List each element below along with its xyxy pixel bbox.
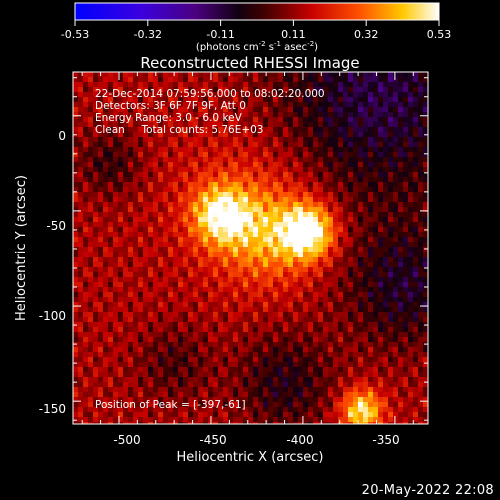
info-detectors: Detectors: 3F 6F 7F 9F, Att 0 xyxy=(95,100,246,112)
y-axis-label: Heliocentric Y (arcsec) xyxy=(14,175,29,321)
timestamp-footer: 20-May-2022 22:08 xyxy=(361,483,494,498)
colorbar: -0.53 -0.32 -0.11 0.11 0.32 0.53 (photon… xyxy=(61,2,452,53)
axis-ticks xyxy=(73,72,428,424)
colorbar-unit-label: (photons cm-2 s-1 asec-2) xyxy=(196,40,318,53)
colorbar-tick-label: -0.53 xyxy=(61,28,89,41)
colorbar-tick-label: -0.32 xyxy=(134,28,162,41)
plot-frame xyxy=(72,71,429,425)
y-tick-label: -150 xyxy=(39,402,66,416)
colorbar-tick-label: 0.11 xyxy=(281,28,306,41)
info-energy-range: Energy Range: 3.0 - 6.0 keV xyxy=(95,112,243,124)
colorbar-tick-label: 0.32 xyxy=(354,28,379,41)
x-tick-label: -500 xyxy=(113,433,140,447)
colorbar-tick-label: 0.53 xyxy=(427,28,452,41)
info-time-range: 22-Dec-2014 07:59:56.000 to 08:02:20.000 xyxy=(95,88,325,100)
emission-map xyxy=(73,72,428,424)
colorbar-tick-label: -0.11 xyxy=(206,28,234,41)
info-peak-position: Position of Peak = [-397,-61] xyxy=(95,399,246,411)
x-tick-label: -400 xyxy=(286,433,313,447)
x-axis-label: Heliocentric X (arcsec) xyxy=(177,450,324,465)
colorbar-ticks xyxy=(74,20,440,26)
y-tick-label: 0 xyxy=(58,129,66,143)
colorbar-gradient xyxy=(74,2,440,21)
y-tick-label: -50 xyxy=(46,219,66,233)
info-clean-counts: Clean Total counts: 5.76E+03 xyxy=(95,124,264,136)
x-tick-label: -450 xyxy=(199,433,226,447)
x-tick-label: -350 xyxy=(372,433,399,447)
y-tick-label: -100 xyxy=(39,309,66,323)
image-area xyxy=(73,72,428,424)
plot-title: Reconstructed RHESSI Image xyxy=(140,54,359,72)
